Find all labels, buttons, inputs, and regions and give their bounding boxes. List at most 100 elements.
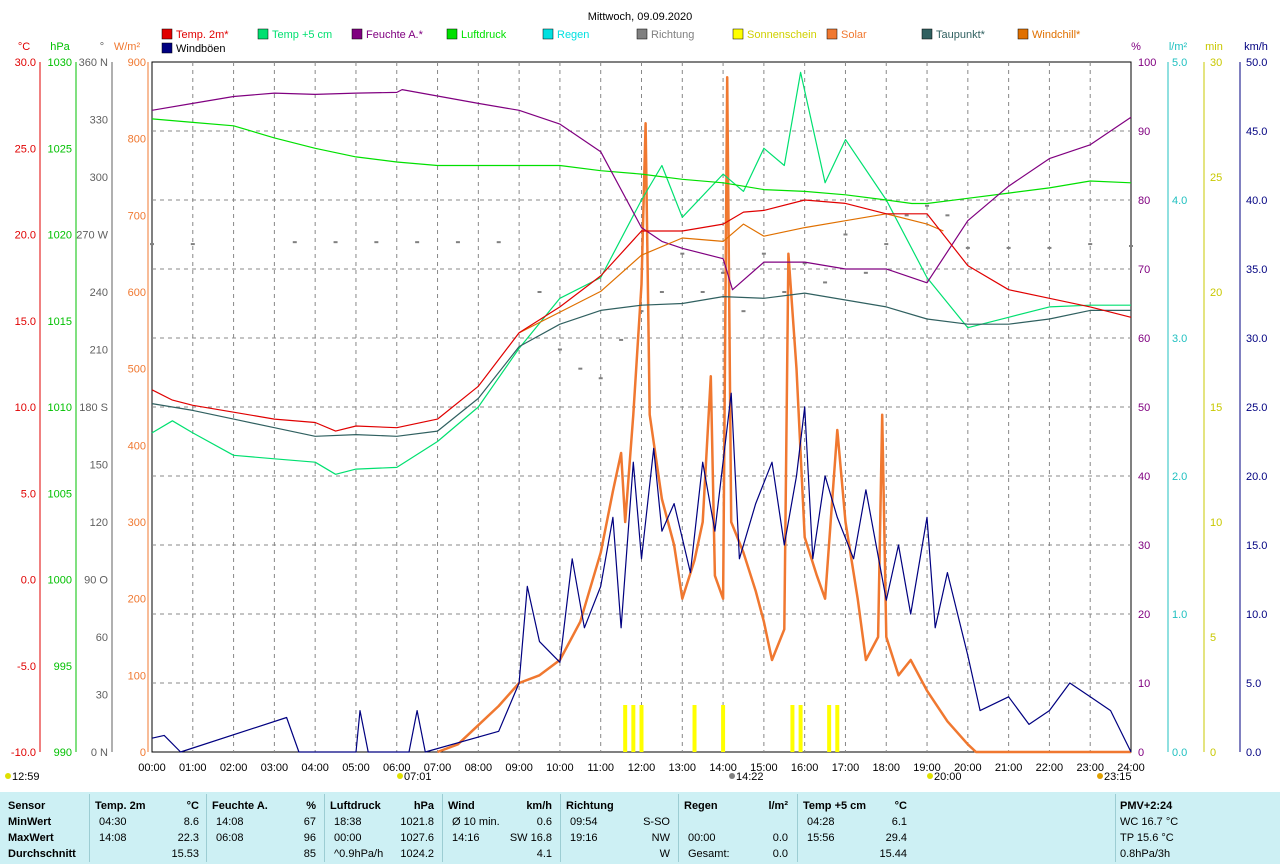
rain-tick-label: 2.0 — [1172, 471, 1187, 483]
sunshine-bar — [623, 705, 628, 752]
solar-tick-label: 700 — [128, 210, 146, 222]
stats-cell-value: hPa — [413, 800, 434, 812]
stats-cell-label: Richtung — [566, 800, 614, 812]
stats-cell: 00:00 1027.6 — [330, 830, 438, 846]
temp-tick-label: 20.0 — [15, 230, 36, 242]
x-tick-label: 02:00 — [220, 762, 248, 774]
x-tick-label: 10:00 — [546, 762, 574, 774]
legend-swatch — [161, 28, 173, 40]
x-tick-label: 06:00 — [383, 762, 411, 774]
rain-tick-label: 3.0 — [1172, 333, 1187, 345]
direction-point — [823, 281, 828, 284]
stats-cell: 14:16 SW 16.8 — [448, 830, 556, 846]
humidity-tick-label: 40 — [1138, 471, 1150, 483]
stats-cell-value: 6.1 — [891, 816, 907, 828]
stats-label-sensor: Sensor — [8, 800, 46, 812]
legend-label: Windböen — [176, 43, 226, 55]
legend-swatch — [161, 42, 173, 54]
direction-unit-label: ° — [100, 41, 104, 53]
sunrise-icon — [397, 773, 403, 779]
rain-tick-label: 1.0 — [1172, 609, 1187, 621]
x-tick-label: 22:00 — [1036, 762, 1064, 774]
humidity-tick-label: 70 — [1138, 264, 1150, 276]
stats-cell: W — [566, 846, 674, 862]
wind-tick-label: 5.0 — [1246, 678, 1261, 690]
wind-tick-label: 50.0 — [1246, 57, 1267, 69]
x-tick-label: 14:00 — [709, 762, 737, 774]
pmv-title: PMV+2:24 — [1120, 800, 1173, 812]
sunshine-bar — [827, 705, 832, 752]
stats-header: Temp. 2m °C — [95, 798, 203, 814]
stats-column: Luftdruck hPa 18:38 1021.8 00:00 1027.6 ^0.9hP… — [330, 798, 438, 862]
direction-tick-label: 150 — [90, 460, 108, 472]
pressure-tick-label: 1000 — [48, 575, 72, 587]
chart-title: Mittwoch, 09.09.2020 — [588, 11, 693, 23]
sunshine-tick-label: 20 — [1210, 287, 1222, 299]
solar-tick-label: 500 — [128, 364, 146, 376]
sunset-label: 20:00 — [934, 771, 962, 783]
stats-cell: 00:00 0.0 — [684, 830, 792, 846]
stats-cell-value: W — [659, 848, 670, 860]
plot-area — [150, 71, 1133, 754]
pressure-tick-label: 1020 — [48, 230, 72, 242]
direction-tick-label: 210 — [90, 345, 108, 357]
pmv-dewpoint: TP 15.6 °C — [1120, 832, 1174, 844]
legend-swatch — [732, 28, 744, 40]
legend-swatch — [826, 28, 838, 40]
humidity-tick-label: 90 — [1138, 126, 1150, 138]
stats-cell: Ø 10 min. 0.6 — [448, 814, 556, 830]
stats-cell: 19:16 NW — [566, 830, 674, 846]
stats-cell-value: 85 — [303, 848, 316, 860]
x-tick-label: 18:00 — [872, 762, 900, 774]
sunset-icon — [927, 773, 933, 779]
stats-column: Wind km/h Ø 10 min. 0.6 14:16 SW 16.8 4.1 — [448, 798, 556, 862]
stats-separator — [678, 794, 679, 862]
stats-cell-value: NW — [651, 832, 670, 844]
stats-label-avg: Durchschnitt — [8, 848, 76, 860]
direction-tick-label: 330 — [90, 115, 108, 127]
direction-point — [496, 241, 501, 244]
stats-separator — [797, 794, 798, 862]
x-tick-label: 01:00 — [179, 762, 207, 774]
legend-swatch — [636, 28, 648, 40]
pmv-pressure-trend: 0.8hPa/3h — [1120, 848, 1171, 860]
wind-tick-label: 45.0 — [1246, 126, 1267, 138]
stats-cell: 4.1 — [448, 846, 556, 862]
stats-cell-label: 14:16 — [452, 832, 480, 844]
direction-point — [925, 204, 930, 207]
humidity-tick-label: 10 — [1138, 678, 1150, 690]
direction-point — [190, 243, 195, 246]
series-taupunkt — [151, 292, 1131, 437]
stats-cell — [684, 814, 792, 830]
pressure-tick-label: 1005 — [48, 488, 72, 500]
stats-cell-label: Ø 10 min. — [452, 816, 500, 828]
stats-header: Luftdruck hPa — [330, 798, 438, 814]
direction-point — [619, 338, 624, 341]
humidity-tick-label: 50 — [1138, 402, 1150, 414]
x-tick-label: 23:00 — [1076, 762, 1104, 774]
direction-tick-label: 300 — [90, 172, 108, 184]
direction-point — [415, 241, 420, 244]
direction-point — [904, 214, 909, 217]
solar-tick-label: 400 — [128, 440, 146, 452]
moonrise-icon — [5, 773, 11, 779]
series-luftdruck — [151, 118, 1132, 205]
stats-separator — [560, 794, 561, 862]
direction-point — [945, 214, 950, 217]
sunshine-tick-label: 30 — [1210, 57, 1222, 69]
temp-tick-label: 10.0 — [15, 402, 36, 414]
direction-point — [802, 262, 807, 265]
stats-cell-value: °C — [186, 800, 199, 812]
sunshine-bar — [721, 705, 726, 752]
x-tick-label: 09:00 — [505, 762, 533, 774]
legend-label: Luftdruck — [461, 29, 507, 41]
legend-swatch — [921, 28, 933, 40]
stats-column: Richtung 09:54 S-SO 19:16 NW W — [566, 798, 674, 862]
series-temp-2m — [151, 199, 1132, 432]
stats-row-labels: Sensor MinWert MaxWert Durchschnitt — [8, 798, 88, 862]
direction-point — [1088, 243, 1093, 246]
legend-label: Feuchte A.* — [366, 29, 424, 41]
solar-tick-label: 200 — [128, 594, 146, 606]
rain-tick-label: 4.0 — [1172, 195, 1187, 207]
stats-cell: Gesamt: 0.0 — [684, 846, 792, 862]
